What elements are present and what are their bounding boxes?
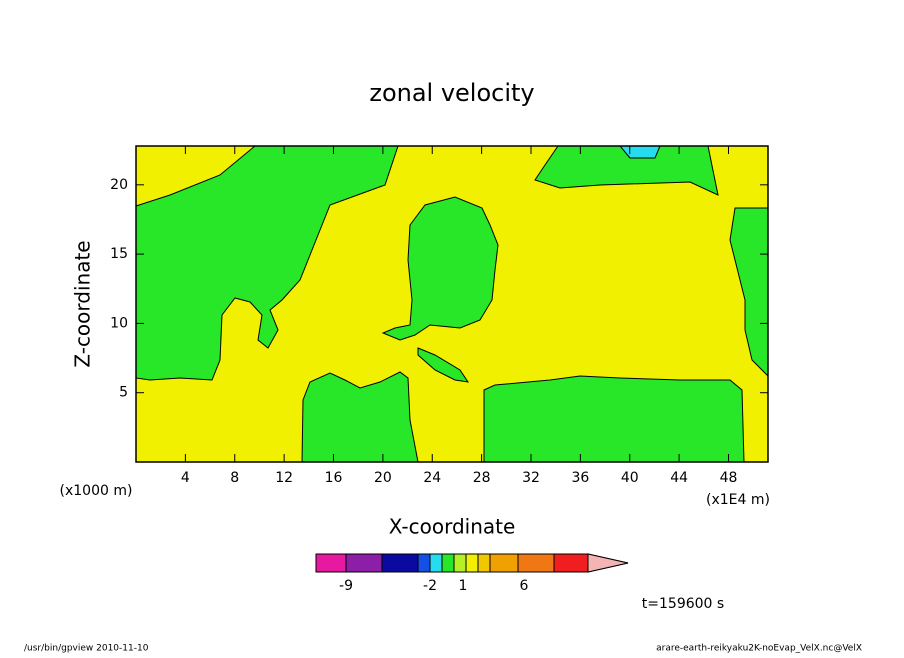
colorbar-segment <box>315 553 347 573</box>
colorbar-segment <box>553 553 589 573</box>
footer-right: arare-earth-reikyaku2K-noEvap_VelX.nc@Ve… <box>656 644 862 654</box>
colorbar-label: 6 <box>520 578 529 594</box>
x-tick-label: 16 <box>325 470 343 486</box>
y-tick-label: 5 <box>119 385 128 401</box>
colorbar-extension <box>587 553 629 573</box>
colorbar-segment <box>429 553 443 573</box>
region <box>534 145 719 196</box>
region <box>301 371 419 463</box>
colorbar-segment <box>517 553 555 573</box>
colorbar-segment <box>381 553 419 573</box>
x-tick-label: 12 <box>275 470 293 486</box>
time-label: t=159600 s <box>642 596 724 612</box>
y-axis-label: Z-coordinate <box>71 240 95 367</box>
x-tick-label: 8 <box>230 470 239 486</box>
y-unit: (x1000 m) <box>60 483 133 499</box>
x-tick-label: 24 <box>423 470 441 486</box>
x-tick-label: 4 <box>181 470 190 486</box>
region <box>729 207 769 378</box>
x-tick-label: 32 <box>522 470 540 486</box>
colorbar-segment <box>453 553 467 573</box>
x-axis-label: X-coordinate <box>389 515 516 539</box>
contour-field <box>135 145 769 463</box>
plot-frame <box>135 145 769 463</box>
x-tick-label: 48 <box>720 470 738 486</box>
region <box>381 196 499 341</box>
region <box>417 347 470 383</box>
colorbar-segment <box>417 553 431 573</box>
colorbar-segment <box>477 553 491 573</box>
colorbar-label: -2 <box>423 578 437 594</box>
chart-title: zonal velocity <box>369 79 534 107</box>
y-tick-label: 20 <box>110 177 128 193</box>
x-tick-label: 40 <box>621 470 639 486</box>
y-tick-label: 10 <box>110 315 128 331</box>
colorbar-segment <box>465 553 479 573</box>
x-tick-label: 20 <box>374 470 392 486</box>
footer-left: /usr/bin/gpview 2010-11-10 <box>24 644 149 654</box>
colorbar-segment <box>345 553 383 573</box>
x-tick-label: 44 <box>670 470 688 486</box>
x-unit: (x1E4 m) <box>706 492 770 508</box>
region <box>483 375 745 463</box>
x-tick-label: 36 <box>571 470 589 486</box>
colorbar-label: 1 <box>459 578 468 594</box>
colorbar-segment <box>489 553 519 573</box>
colorbar-label: -9 <box>339 578 353 594</box>
x-tick-label: 28 <box>473 470 491 486</box>
y-tick-label: 15 <box>110 246 128 262</box>
colorbar-segment <box>441 553 455 573</box>
